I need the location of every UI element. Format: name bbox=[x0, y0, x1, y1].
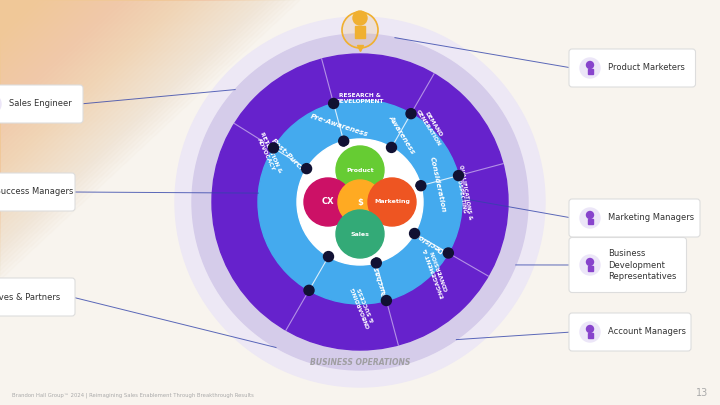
Text: Sales: Sales bbox=[351, 232, 369, 237]
Circle shape bbox=[353, 11, 367, 25]
Circle shape bbox=[0, 94, 1, 114]
FancyArrow shape bbox=[588, 219, 593, 224]
FancyBboxPatch shape bbox=[569, 237, 686, 292]
Text: Account Managers: Account Managers bbox=[608, 328, 686, 337]
FancyBboxPatch shape bbox=[569, 49, 696, 87]
Text: Brandon Hall Group™ 2024 | Reimagining Sales Enablement Through Breakthrough Res: Brandon Hall Group™ 2024 | Reimagining S… bbox=[12, 392, 254, 398]
Text: Sales Representatives & Partners: Sales Representatives & Partners bbox=[0, 292, 60, 301]
Circle shape bbox=[382, 296, 392, 305]
FancyArrow shape bbox=[588, 333, 593, 338]
Text: Purchase: Purchase bbox=[372, 260, 390, 298]
Circle shape bbox=[192, 34, 528, 370]
Circle shape bbox=[587, 326, 593, 333]
Circle shape bbox=[587, 258, 593, 266]
Circle shape bbox=[297, 139, 423, 265]
Text: BUSINESS OPERATIONS: BUSINESS OPERATIONS bbox=[310, 358, 410, 367]
Circle shape bbox=[587, 211, 593, 219]
Circle shape bbox=[406, 109, 416, 119]
Text: Product: Product bbox=[346, 168, 374, 173]
Text: RETENTION &
ADVOCACY: RETENTION & ADVOCACY bbox=[254, 131, 283, 176]
Circle shape bbox=[335, 177, 385, 227]
FancyBboxPatch shape bbox=[0, 173, 75, 211]
Circle shape bbox=[304, 178, 352, 226]
FancyBboxPatch shape bbox=[569, 199, 700, 237]
Circle shape bbox=[269, 143, 279, 153]
Circle shape bbox=[587, 62, 593, 68]
Circle shape bbox=[258, 100, 462, 304]
Circle shape bbox=[342, 12, 378, 48]
Circle shape bbox=[410, 228, 420, 239]
Circle shape bbox=[387, 143, 397, 152]
Circle shape bbox=[302, 164, 312, 174]
Text: 13: 13 bbox=[696, 388, 708, 398]
Circle shape bbox=[333, 143, 387, 197]
Text: Sales Engineer: Sales Engineer bbox=[9, 100, 72, 109]
Circle shape bbox=[416, 181, 426, 191]
Text: ONBOARDING
& SUCCESS: ONBOARDING & SUCCESS bbox=[351, 283, 377, 328]
Circle shape bbox=[338, 136, 348, 146]
FancyArrow shape bbox=[355, 26, 365, 38]
Circle shape bbox=[336, 146, 384, 194]
Circle shape bbox=[304, 286, 314, 295]
Circle shape bbox=[301, 175, 355, 229]
Text: ENGAGEMENT &
CONVERSION: ENGAGEMENT & CONVERSION bbox=[423, 245, 451, 298]
Text: Customer Success Managers: Customer Success Managers bbox=[0, 188, 73, 196]
Circle shape bbox=[212, 54, 508, 350]
Circle shape bbox=[328, 98, 338, 109]
Text: Decision: Decision bbox=[413, 230, 445, 254]
Text: $: $ bbox=[357, 198, 363, 207]
Text: Awareness: Awareness bbox=[388, 114, 416, 155]
FancyArrow shape bbox=[588, 266, 593, 271]
Circle shape bbox=[580, 322, 600, 342]
Text: Consideration: Consideration bbox=[428, 156, 446, 213]
FancyBboxPatch shape bbox=[0, 278, 75, 316]
Text: Product Marketers: Product Marketers bbox=[608, 64, 685, 72]
Circle shape bbox=[580, 208, 600, 228]
Circle shape bbox=[365, 175, 419, 229]
Text: CX: CX bbox=[322, 198, 334, 207]
FancyBboxPatch shape bbox=[569, 313, 691, 351]
Text: DEMAND
GENERATION: DEMAND GENERATION bbox=[415, 105, 446, 147]
Circle shape bbox=[333, 207, 387, 261]
Circle shape bbox=[323, 252, 333, 262]
Circle shape bbox=[338, 180, 382, 224]
Text: RESEARCH &
DEVELOPMENT: RESEARCH & DEVELOPMENT bbox=[336, 93, 384, 104]
Circle shape bbox=[580, 255, 600, 275]
Circle shape bbox=[368, 178, 416, 226]
Circle shape bbox=[444, 248, 454, 258]
FancyArrow shape bbox=[588, 69, 593, 74]
Circle shape bbox=[372, 258, 382, 268]
Text: Post-Purchase: Post-Purchase bbox=[270, 137, 315, 183]
Circle shape bbox=[175, 17, 545, 387]
Text: Marketing Managers: Marketing Managers bbox=[608, 213, 694, 222]
FancyBboxPatch shape bbox=[0, 85, 83, 123]
Circle shape bbox=[580, 58, 600, 78]
Text: Pre-Awareness: Pre-Awareness bbox=[310, 113, 369, 137]
Circle shape bbox=[454, 171, 464, 181]
Text: Business
Development
Representatives: Business Development Representatives bbox=[608, 249, 676, 281]
Text: QUALIFICATIONS &
PROSPECTING: QUALIFICATIONS & PROSPECTING bbox=[453, 164, 474, 222]
Circle shape bbox=[336, 210, 384, 258]
Text: Marketing: Marketing bbox=[374, 200, 410, 205]
